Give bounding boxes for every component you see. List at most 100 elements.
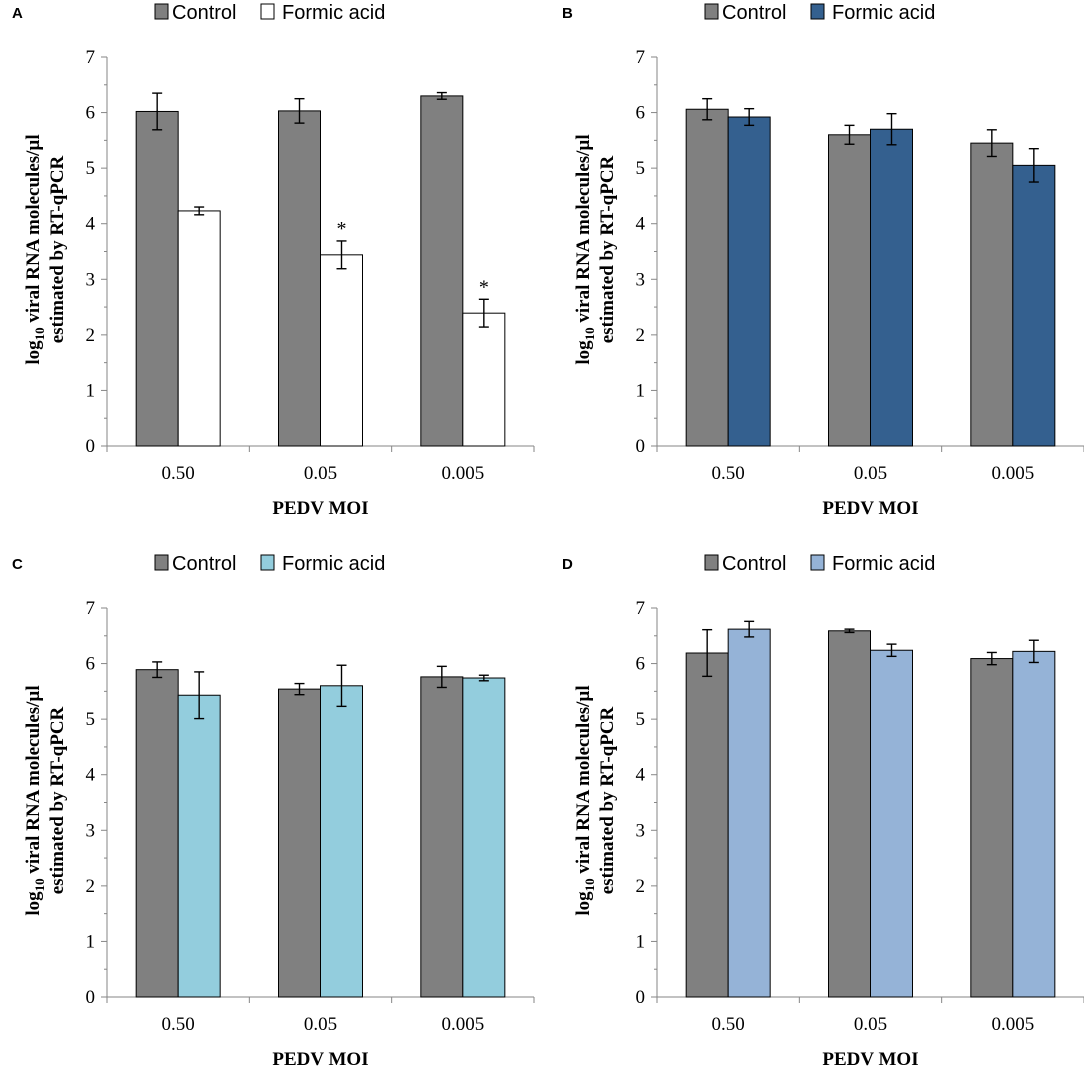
y-tick-label: 7: [636, 47, 646, 68]
y-tick-label: 2: [86, 325, 96, 346]
x-tick-label: 0.005: [441, 1014, 484, 1035]
y-tick-label: 6: [86, 103, 96, 124]
bar-formic-acid-0: [727, 116, 771, 447]
chart-panel-a: A Control Formic acid 0 1 2 3 4 5 6 7 0.50 0.05 0.005…: [12, 2, 535, 519]
x-tick-label: 0.005: [991, 463, 1034, 484]
y-axis-title-line2: estimated by RT-qPCR: [597, 706, 618, 894]
y-axis-title-line1: log10 viral RNA molecules/µl: [573, 134, 597, 364]
y-tick-label: 1: [86, 931, 96, 952]
y-tick-label: 0: [86, 436, 96, 457]
legend-label-control: Control: [722, 553, 786, 575]
y-tick-label: 3: [86, 820, 96, 841]
error-bar-control-0: [702, 97, 713, 121]
y-axis-title-line1: log10 viral RNA molecules/µl: [573, 685, 597, 915]
y-axis-log: log: [23, 891, 44, 916]
y-tick-label: 5: [86, 709, 96, 730]
legend-swatch-formic-acid: [260, 554, 275, 571]
bar-formic-acid-1: [870, 649, 913, 998]
y-tick-label: 6: [636, 103, 646, 124]
y-tick-label: 4: [86, 214, 96, 235]
chart-panel-b: B Control Formic acid 0 1 2 3 4 5 6 7 0.50 0.05 0.005…: [562, 2, 1084, 519]
y-axis-log-base: 10: [32, 878, 47, 891]
bar-control-1: [828, 134, 871, 447]
x-axis-title: PEDV MOI: [272, 498, 368, 519]
y-axis-title-line2: estimated by RT-qPCR: [47, 155, 68, 343]
y-axis-units: viral RNA molecules/µl: [573, 134, 594, 327]
chart-panel-c: C Control Formic acid 0 1 2 3 4 5 6 7 0.50 0.05 0.005…: [12, 553, 535, 1070]
legend-label-control: Control: [722, 2, 786, 24]
y-tick-label: 0: [636, 436, 646, 457]
y-tick-label: 2: [86, 876, 96, 897]
error-bar-control-1: [294, 682, 305, 696]
y-tick-label: 1: [86, 380, 96, 401]
x-tick-label: 0.50: [712, 463, 745, 484]
y-tick-label: 6: [86, 654, 96, 675]
bar-formic-acid-0: [727, 628, 771, 998]
legend-label-control: Control: [172, 2, 236, 24]
error-bar-formic-acid-2: [1028, 147, 1039, 183]
error-bar-formic-acid-1: [886, 112, 897, 146]
bar-formic-acid-0: [177, 210, 221, 447]
bar-control-2: [970, 658, 1014, 998]
y-axis-title-line1: log10 viral RNA molecules/µl: [23, 134, 47, 364]
error-bar-control-2: [986, 651, 997, 666]
y-tick-label: 1: [636, 380, 646, 401]
legend-label-formic-acid: Formic acid: [832, 2, 935, 24]
x-tick-label: 0.05: [854, 1014, 887, 1035]
error-bar-formic-acid-1: [886, 643, 897, 658]
error-bar-formic-acid-2: [1028, 639, 1039, 664]
bar-formic-acid-0: [177, 694, 221, 998]
x-tick-label: 0.005: [441, 463, 484, 484]
error-bar-formic-acid-1: [336, 240, 347, 270]
legend-swatch-formic-acid: [260, 3, 275, 20]
y-axis-title-line2: estimated by RT-qPCR: [597, 155, 618, 343]
legend-label-formic-acid: Formic acid: [282, 2, 385, 24]
bar-control-2: [420, 95, 464, 447]
x-tick-label: 0.50: [712, 1014, 745, 1035]
bar-control-2: [970, 142, 1014, 447]
x-axis-title: PEDV MOI: [822, 1049, 918, 1070]
significance-star: *: [479, 276, 489, 298]
y-tick-label: 3: [86, 269, 96, 290]
chart-panel-d: D Control Formic acid 0 1 2 3 4 5 6 7 0.50 0.05 0.005…: [562, 553, 1084, 1070]
y-tick-label: 7: [86, 47, 96, 68]
y-axis-log: log: [573, 891, 594, 916]
y-axis-units: viral RNA molecules/µl: [573, 685, 594, 878]
y-tick-label: 7: [86, 598, 96, 619]
error-bar-control-0: [152, 661, 163, 679]
y-axis-units: viral RNA molecules/µl: [23, 685, 44, 878]
x-axis-title: PEDV MOI: [822, 498, 918, 519]
legend-label-formic-acid: Formic acid: [282, 553, 385, 575]
panel-letter: B: [562, 5, 573, 22]
x-tick-label: 0.05: [854, 463, 887, 484]
bar-control-2: [420, 676, 464, 998]
panel-letter: D: [562, 556, 573, 573]
bar-control-0: [685, 652, 729, 998]
y-tick-label: 4: [636, 214, 646, 235]
legend-label-control: Control: [172, 553, 236, 575]
x-tick-label: 0.05: [304, 1014, 337, 1035]
error-bar-control-1: [844, 628, 855, 634]
error-bar-formic-acid-1: [336, 664, 347, 708]
legend-swatch-formic-acid: [810, 3, 825, 20]
legend-swatch-formic-acid: [810, 554, 825, 571]
y-axis-log-base: 10: [582, 327, 597, 340]
bar-control-1: [278, 688, 321, 998]
x-tick-label: 0.005: [991, 1014, 1034, 1035]
y-tick-label: 6: [636, 654, 646, 675]
x-tick-label: 0.50: [162, 1014, 195, 1035]
y-tick-label: 0: [636, 987, 646, 1008]
y-tick-label: 3: [636, 820, 646, 841]
legend-swatch-control: [704, 554, 719, 571]
x-axis-title: PEDV MOI: [272, 1049, 368, 1070]
significance-star: *: [337, 218, 347, 240]
bar-control-0: [135, 669, 179, 998]
error-bar-control-1: [844, 124, 855, 145]
legend-swatch-control: [154, 3, 169, 20]
y-axis-units: viral RNA molecules/µl: [23, 134, 44, 327]
y-axis-title-line2: estimated by RT-qPCR: [47, 706, 68, 894]
bar-control-1: [278, 110, 321, 447]
error-bar-formic-acid-0: [194, 671, 205, 720]
panel-letter: A: [12, 5, 23, 22]
